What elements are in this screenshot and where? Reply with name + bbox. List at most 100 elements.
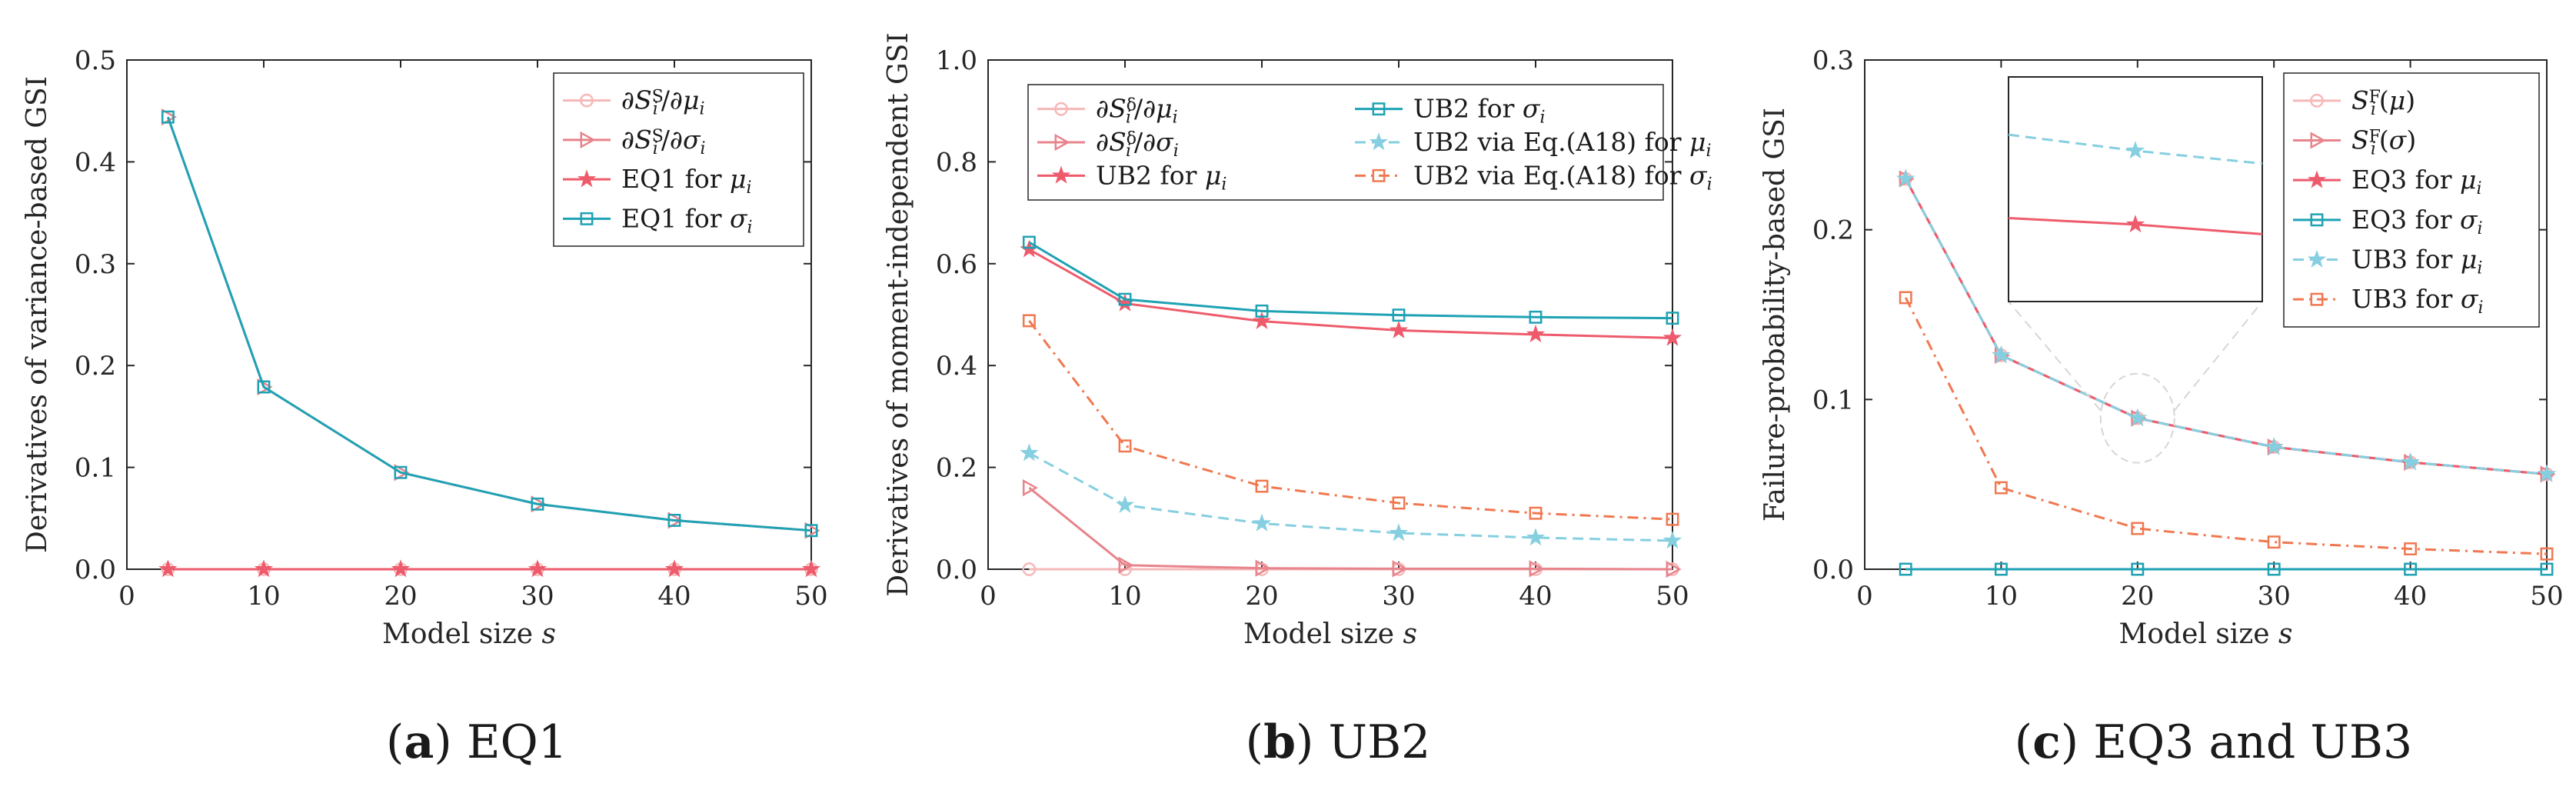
- legend-entry: SF i (σ): [2293, 125, 2416, 158]
- y-tick-label: 0.0: [75, 555, 116, 585]
- y-tick-label: 0.3: [1812, 45, 1854, 76]
- series-3: [1899, 562, 2554, 576]
- data-point: [1022, 478, 1038, 497]
- y-tick-label: 0.6: [936, 249, 977, 280]
- y-tick-label: 1.0: [936, 45, 977, 76]
- data-point: [2537, 464, 2557, 482]
- data-point: [2307, 249, 2327, 268]
- y-tick-label: 0.5: [75, 45, 116, 76]
- x-tick-label: 0: [118, 581, 135, 612]
- series-line: [1904, 178, 2548, 475]
- legend-entry: EQ1 for σi: [563, 203, 753, 237]
- x-axis: 0 10 20 30 40 50: [1856, 60, 2564, 612]
- x-tick-label: 20: [384, 581, 417, 612]
- y-tick-label: 0.1: [1812, 385, 1854, 415]
- data-point: [1051, 165, 1071, 184]
- y-tick-label: 0.4: [75, 147, 116, 178]
- data-point: [2125, 215, 2145, 233]
- data-point: [2128, 408, 2147, 426]
- zoom-connector: [2174, 301, 2263, 412]
- data-point: [1252, 311, 1272, 329]
- x-axis: 0 10 20 30 40 50: [118, 60, 828, 612]
- y-axis: 0.0 0.1 0.2 0.3 0.4 0.5: [75, 45, 811, 585]
- legend-entry: SF i (μ): [2293, 85, 2415, 119]
- data-point: [1526, 528, 1546, 546]
- x-tick-label: 0: [980, 581, 997, 612]
- legend-label: UB2 via Eq.(A18) for σi: [1413, 160, 1712, 194]
- legend-label: EQ1 for σi: [621, 203, 753, 237]
- legend-box: [553, 72, 804, 247]
- legend-label: EQ1 for μi: [621, 164, 751, 198]
- x-tick-label: 50: [2530, 581, 2563, 612]
- data-point: [1372, 102, 1386, 116]
- data-point: [2125, 141, 2145, 159]
- data-point: [580, 212, 594, 225]
- data-point: [1392, 496, 1406, 510]
- data-point: [1022, 314, 1036, 328]
- data-point: [2401, 452, 2420, 471]
- legend-entry: UB2 via Eq.(A18) for μi: [1355, 127, 1712, 161]
- y-tick-label: 0.1: [75, 453, 116, 484]
- series-line: [1028, 486, 1673, 571]
- legend-label: ∂SS i/∂μi: [621, 85, 705, 119]
- data-point: [2307, 170, 2327, 188]
- legend-entry: ∂Sδ i/∂μi: [1037, 94, 1178, 128]
- data-point: [1994, 562, 2008, 576]
- data-point: [2265, 437, 2284, 455]
- x-tick-label: 40: [657, 581, 691, 612]
- legend-entry: UB3 for μi: [2293, 245, 2482, 278]
- legend-label: SF i (μ): [2351, 85, 2415, 119]
- y-axis-label: Failure-probability-based GSI: [1759, 108, 1791, 522]
- x-tick-label: 40: [1519, 581, 1552, 612]
- data-point: [1994, 481, 2008, 495]
- x-tick-label: 30: [2258, 581, 2291, 612]
- data-point: [1255, 479, 1269, 493]
- y-axis-label: Derivatives of variance-based GSI: [22, 76, 53, 553]
- x-tick-label: 0: [1856, 581, 1873, 612]
- data-point: [1529, 506, 1543, 520]
- x-axis-label: Model size s: [382, 618, 556, 650]
- data-point: [2310, 213, 2324, 227]
- data-point: [1899, 562, 1912, 576]
- data-point: [2131, 562, 2145, 576]
- x-tick-label: 10: [1108, 581, 1141, 612]
- series-1: [1022, 478, 1682, 578]
- legend-label: ∂Sδ i/∂σi: [1096, 127, 1179, 161]
- x-tick-label: 20: [1245, 581, 1278, 612]
- x-axis: 0 10 20 30 40 50: [980, 60, 1689, 612]
- series-5: [1022, 314, 1679, 526]
- panel-caption: (c) EQ3 and UB3: [2015, 715, 2412, 769]
- series-line: [166, 116, 812, 532]
- legend-label: EQ3 for σi: [2351, 205, 2483, 238]
- y-axis: 0.0 0.1 0.2 0.3: [1812, 45, 2547, 585]
- series-4: [1020, 443, 1682, 549]
- data-point: [801, 559, 821, 578]
- data-point: [2404, 542, 2418, 555]
- data-point: [531, 497, 544, 511]
- data-point: [580, 131, 596, 148]
- legend-label: UB3 for μi: [2351, 245, 2482, 278]
- series-group: [1020, 235, 1682, 578]
- series-line: [1028, 248, 1673, 339]
- data-point: [161, 110, 175, 124]
- data-point: [1992, 345, 2011, 364]
- series-5: [1899, 291, 2554, 561]
- series-3: [1022, 235, 1679, 325]
- data-point: [2404, 562, 2418, 576]
- data-point: [1392, 560, 1408, 578]
- series-line: [1028, 241, 1673, 320]
- panel-caption: (b) UB2: [1246, 715, 1431, 769]
- legend-label: UB2 for σi: [1413, 94, 1545, 128]
- data-point: [1054, 133, 1070, 152]
- data-point: [2540, 547, 2554, 561]
- data-point: [1666, 312, 1679, 325]
- legend-entry: EQ3 for σi: [2293, 205, 2483, 238]
- legend-label: UB2 via Eq.(A18) for μi: [1413, 127, 1712, 161]
- data-point: [1662, 531, 1682, 549]
- legend-label: ∂Sδ i/∂μi: [1096, 94, 1178, 128]
- data-point: [2310, 132, 2326, 149]
- legend-box: [2283, 72, 2540, 328]
- chart-panel-a: 0 10 20 30 40 50 0.0 0.1 0.2 0.3 0.4 0.5 Model size …: [22, 45, 828, 769]
- legend-entry: ∂SS i/∂σi: [563, 125, 706, 158]
